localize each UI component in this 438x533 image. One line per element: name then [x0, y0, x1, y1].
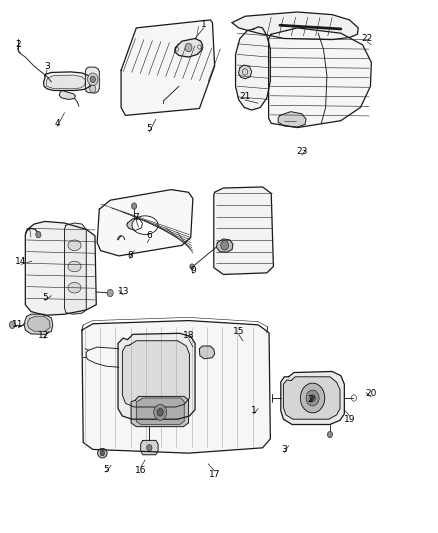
- Ellipse shape: [98, 448, 107, 458]
- Polygon shape: [281, 372, 344, 424]
- Circle shape: [190, 264, 194, 269]
- Polygon shape: [175, 38, 202, 57]
- Text: 4: 4: [54, 119, 60, 128]
- Polygon shape: [24, 314, 53, 334]
- Text: 18: 18: [183, 331, 194, 340]
- Text: 3: 3: [281, 445, 287, 454]
- Text: 17: 17: [209, 470, 220, 479]
- Text: 16: 16: [135, 466, 146, 475]
- Polygon shape: [97, 190, 193, 256]
- Polygon shape: [85, 67, 99, 93]
- Text: 1: 1: [251, 406, 257, 415]
- Polygon shape: [44, 72, 92, 91]
- Text: 22: 22: [361, 34, 373, 43]
- Text: 3: 3: [44, 62, 50, 71]
- Circle shape: [154, 405, 167, 420]
- Polygon shape: [283, 377, 340, 419]
- Text: 7: 7: [134, 213, 139, 222]
- Circle shape: [9, 321, 15, 328]
- Circle shape: [310, 395, 315, 401]
- Polygon shape: [216, 239, 233, 252]
- Text: 14: 14: [15, 257, 27, 265]
- Text: 8: 8: [127, 251, 133, 260]
- Circle shape: [100, 450, 105, 456]
- Text: 20: 20: [366, 389, 377, 398]
- Circle shape: [88, 73, 98, 86]
- Polygon shape: [278, 112, 306, 127]
- Circle shape: [36, 231, 41, 238]
- Text: 5: 5: [42, 293, 48, 302]
- Circle shape: [131, 203, 137, 209]
- Circle shape: [327, 431, 332, 438]
- Polygon shape: [239, 65, 252, 79]
- Polygon shape: [59, 91, 75, 100]
- Polygon shape: [232, 12, 358, 39]
- Circle shape: [147, 445, 152, 451]
- Ellipse shape: [132, 216, 158, 235]
- Polygon shape: [118, 333, 195, 419]
- Polygon shape: [268, 28, 371, 127]
- Circle shape: [221, 240, 229, 250]
- Circle shape: [306, 390, 319, 406]
- Text: 23: 23: [296, 148, 307, 157]
- Ellipse shape: [68, 240, 81, 251]
- Polygon shape: [199, 346, 215, 359]
- Text: 6: 6: [146, 231, 152, 240]
- Polygon shape: [28, 317, 50, 331]
- Polygon shape: [236, 27, 270, 110]
- Text: 2: 2: [15, 41, 21, 50]
- Polygon shape: [46, 75, 85, 89]
- Polygon shape: [122, 341, 189, 407]
- Circle shape: [185, 43, 192, 52]
- Text: 11: 11: [12, 320, 24, 329]
- Circle shape: [90, 76, 95, 83]
- Ellipse shape: [68, 282, 81, 293]
- Circle shape: [107, 289, 113, 297]
- Circle shape: [300, 383, 325, 413]
- Text: 9: 9: [190, 266, 196, 274]
- Text: 21: 21: [240, 92, 251, 101]
- Text: 5: 5: [146, 124, 152, 133]
- Ellipse shape: [68, 261, 81, 272]
- Text: 5: 5: [103, 465, 109, 473]
- Text: 1: 1: [201, 20, 207, 29]
- Polygon shape: [82, 320, 270, 453]
- Text: 2: 2: [307, 394, 313, 403]
- Circle shape: [157, 409, 163, 416]
- Polygon shape: [214, 187, 273, 274]
- Polygon shape: [127, 219, 142, 230]
- Text: 15: 15: [233, 327, 244, 336]
- Polygon shape: [131, 397, 188, 426]
- Text: 19: 19: [344, 415, 355, 424]
- Polygon shape: [64, 223, 86, 314]
- Polygon shape: [136, 398, 184, 424]
- Polygon shape: [141, 440, 158, 455]
- Circle shape: [90, 85, 96, 93]
- Text: 12: 12: [39, 331, 50, 340]
- Text: 13: 13: [117, 287, 129, 296]
- Polygon shape: [121, 20, 215, 115]
- Polygon shape: [25, 221, 96, 316]
